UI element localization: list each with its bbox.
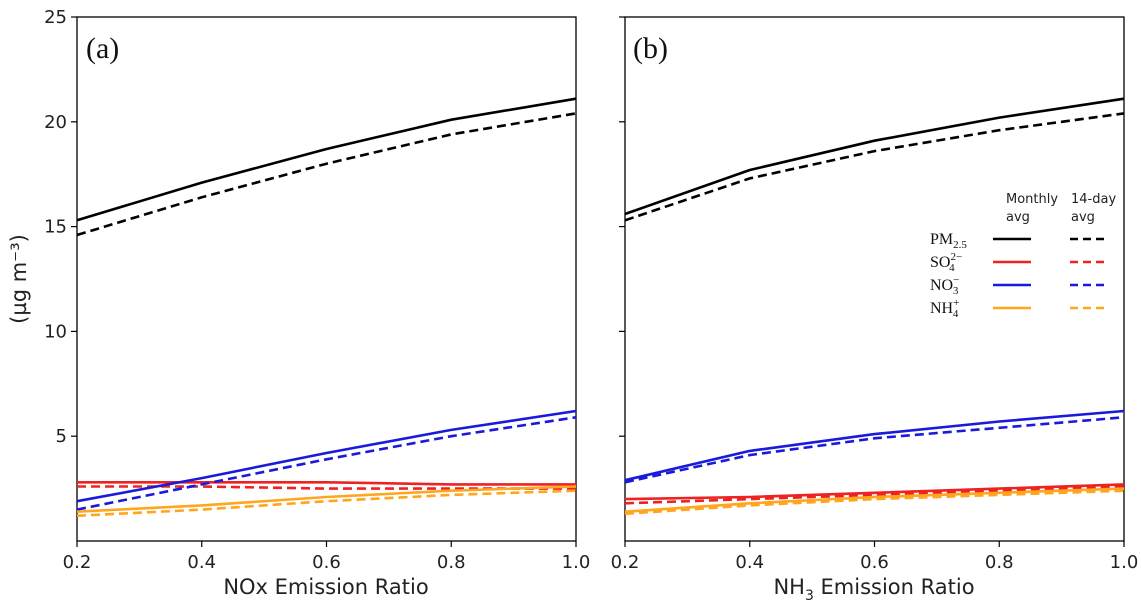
panel-a-x-ticks: 0.2 0.4 0.6 0.8 1.0 bbox=[63, 541, 591, 573]
panel-a-x-tick-label: 0.2 bbox=[63, 552, 92, 573]
legend-label-sub: 3 bbox=[953, 285, 959, 297]
panel-b-label: (b) bbox=[633, 32, 668, 65]
panel-b-x-ticks: 0.2 0.4 0.6 0.8 1.0 bbox=[611, 541, 1139, 573]
legend-label-base: PM bbox=[930, 231, 953, 248]
panel-b-x-label-sub: 3 bbox=[805, 588, 814, 601]
panel-b-x-tick-label: 1.0 bbox=[1110, 552, 1139, 573]
panel-a-line-so4-2-monthly bbox=[77, 480, 576, 486]
panel-a-y-tick-label: 5 bbox=[56, 426, 67, 447]
panel-a-series bbox=[76, 97, 577, 518]
panel-a-y-tick-label: 15 bbox=[44, 217, 67, 238]
panel-a-x-axis-label: NOx Emission Ratio bbox=[223, 575, 428, 599]
panel-b-x-tick-label: 0.6 bbox=[860, 552, 889, 573]
legend-label-pm2-5: PM2.5 bbox=[930, 231, 967, 251]
panel-a-line-no3-monthly bbox=[76, 409, 577, 503]
legend-label-base: SO bbox=[930, 254, 950, 271]
panel-b-line-nh4-14-day bbox=[624, 489, 1125, 516]
panel-b-line-so4-2-14-day bbox=[624, 485, 1125, 505]
panel-a-frame bbox=[76, 16, 577, 542]
panel-a-line-pm2-5-14-day bbox=[76, 112, 577, 237]
panel-a-label: (a) bbox=[86, 32, 119, 65]
legend-label-so4: SO2− 4 bbox=[930, 251, 962, 274]
panel-b-x-tick-label: 0.8 bbox=[985, 552, 1014, 573]
panel-b-line-no3-14-day bbox=[624, 416, 1125, 484]
panel-a-y-tick-label: 10 bbox=[44, 321, 67, 342]
panel-b-line-pm2-5-monthly bbox=[624, 97, 1125, 216]
legend-header-monthly-line1: Monthly bbox=[1006, 192, 1058, 207]
legend-header-14day-line2: avg bbox=[1071, 210, 1095, 225]
legend-label-sup: 2− bbox=[950, 251, 962, 263]
legend-label-sub: 2.5 bbox=[953, 239, 967, 251]
legend-label-sub: 4 bbox=[953, 308, 959, 320]
panel-b-line-pm2-5-14-day bbox=[624, 112, 1125, 222]
panel-a-y-axis-label: (µg m⁻³) bbox=[7, 234, 31, 324]
panel-b-x-tick-label: 0.2 bbox=[611, 552, 640, 573]
panel-a-x-tick-label: 1.0 bbox=[562, 552, 591, 573]
panel-a-line-no3-14-day bbox=[76, 416, 577, 511]
legend-label-no3: NO− 3 bbox=[930, 274, 959, 297]
panel-b-x-tick-label: 0.4 bbox=[735, 552, 764, 573]
legend-label-nh4: NH+ 4 bbox=[930, 297, 959, 320]
panel-b-x-axis-label: NH3 Emission Ratio bbox=[773, 575, 974, 601]
panel-a-x-tick-label: 0.6 bbox=[312, 552, 341, 573]
panel-a-y-ticks: 5 10 15 20 25 bbox=[44, 7, 77, 447]
panel-a-line-pm2-5-monthly bbox=[76, 97, 577, 222]
legend-header-14day-line1: 14-day bbox=[1071, 192, 1116, 207]
legend-label-sup: − bbox=[953, 274, 959, 286]
panel-b-line-nh4-monthly bbox=[624, 487, 1125, 513]
panel-a-x-tick-label: 0.4 bbox=[187, 552, 216, 573]
legend-label-sup: + bbox=[953, 297, 959, 309]
panel-b-x-label-base: NH bbox=[773, 575, 805, 599]
panel-b: 0.2 0.4 0.6 0.8 1.0 (b) NH3 Emission Ratio bbox=[611, 16, 1139, 601]
panel-b-line-so4-2-monthly bbox=[624, 483, 1125, 501]
panel-a-line-nh4-monthly bbox=[76, 485, 577, 513]
legend-header-monthly-line2: avg bbox=[1006, 210, 1030, 225]
panel-b-series bbox=[624, 97, 1125, 516]
panel-b-x-label-rest: Emission Ratio bbox=[814, 575, 975, 599]
panel-a-y-tick-label: 20 bbox=[44, 112, 67, 133]
panel-a-y-tick-label: 25 bbox=[44, 7, 67, 28]
panel-a: 0.2 0.4 0.6 0.8 1.0 5 10 15 20 25 (a) NOx Emissi… bbox=[7, 7, 590, 599]
legend-label-base: NH bbox=[930, 300, 954, 317]
panel-b-line-no3-monthly bbox=[624, 409, 1125, 482]
legend-label-base: NO bbox=[930, 277, 953, 294]
legend-label-sub: 4 bbox=[949, 262, 955, 274]
panel-b-y-ticks bbox=[619, 16, 625, 437]
panel-a-x-tick-label: 0.8 bbox=[437, 552, 466, 573]
